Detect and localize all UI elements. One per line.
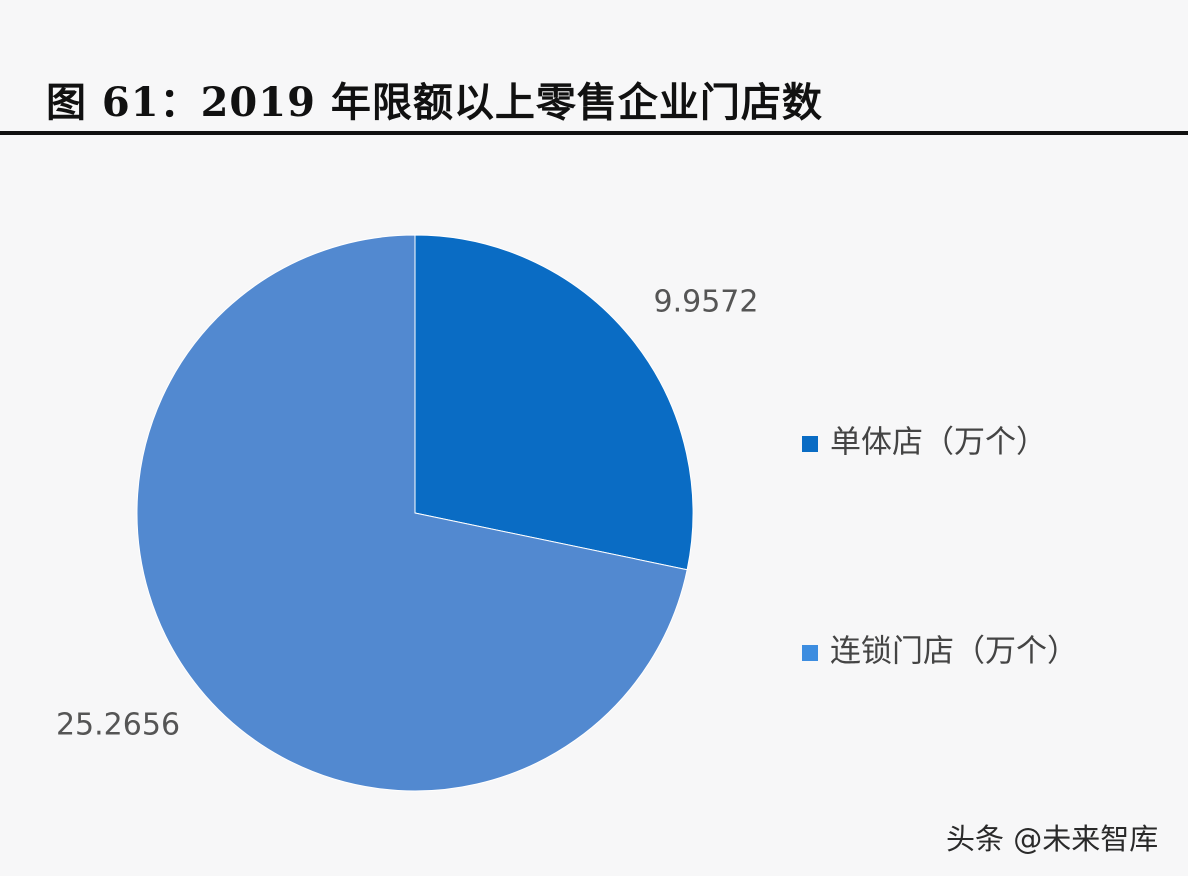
legend-swatch-0: [802, 436, 818, 452]
legend-label-1: 连锁门店（万个）: [830, 634, 1078, 670]
data-label-0: 9.9572: [654, 285, 759, 320]
title-underline: [0, 131, 1188, 135]
watermark: 头条 @未来智库: [946, 822, 1159, 856]
pie-slice-0: [414, 234, 694, 571]
legend-label-0: 单体店（万个）: [830, 425, 1047, 461]
data-label-1: 25.2656: [56, 708, 180, 743]
legend-swatch-1: [802, 645, 818, 661]
chart-title: 图 61：2019 年限额以上零售企业门店数: [46, 79, 823, 126]
pie-slice-1: [136, 234, 688, 792]
